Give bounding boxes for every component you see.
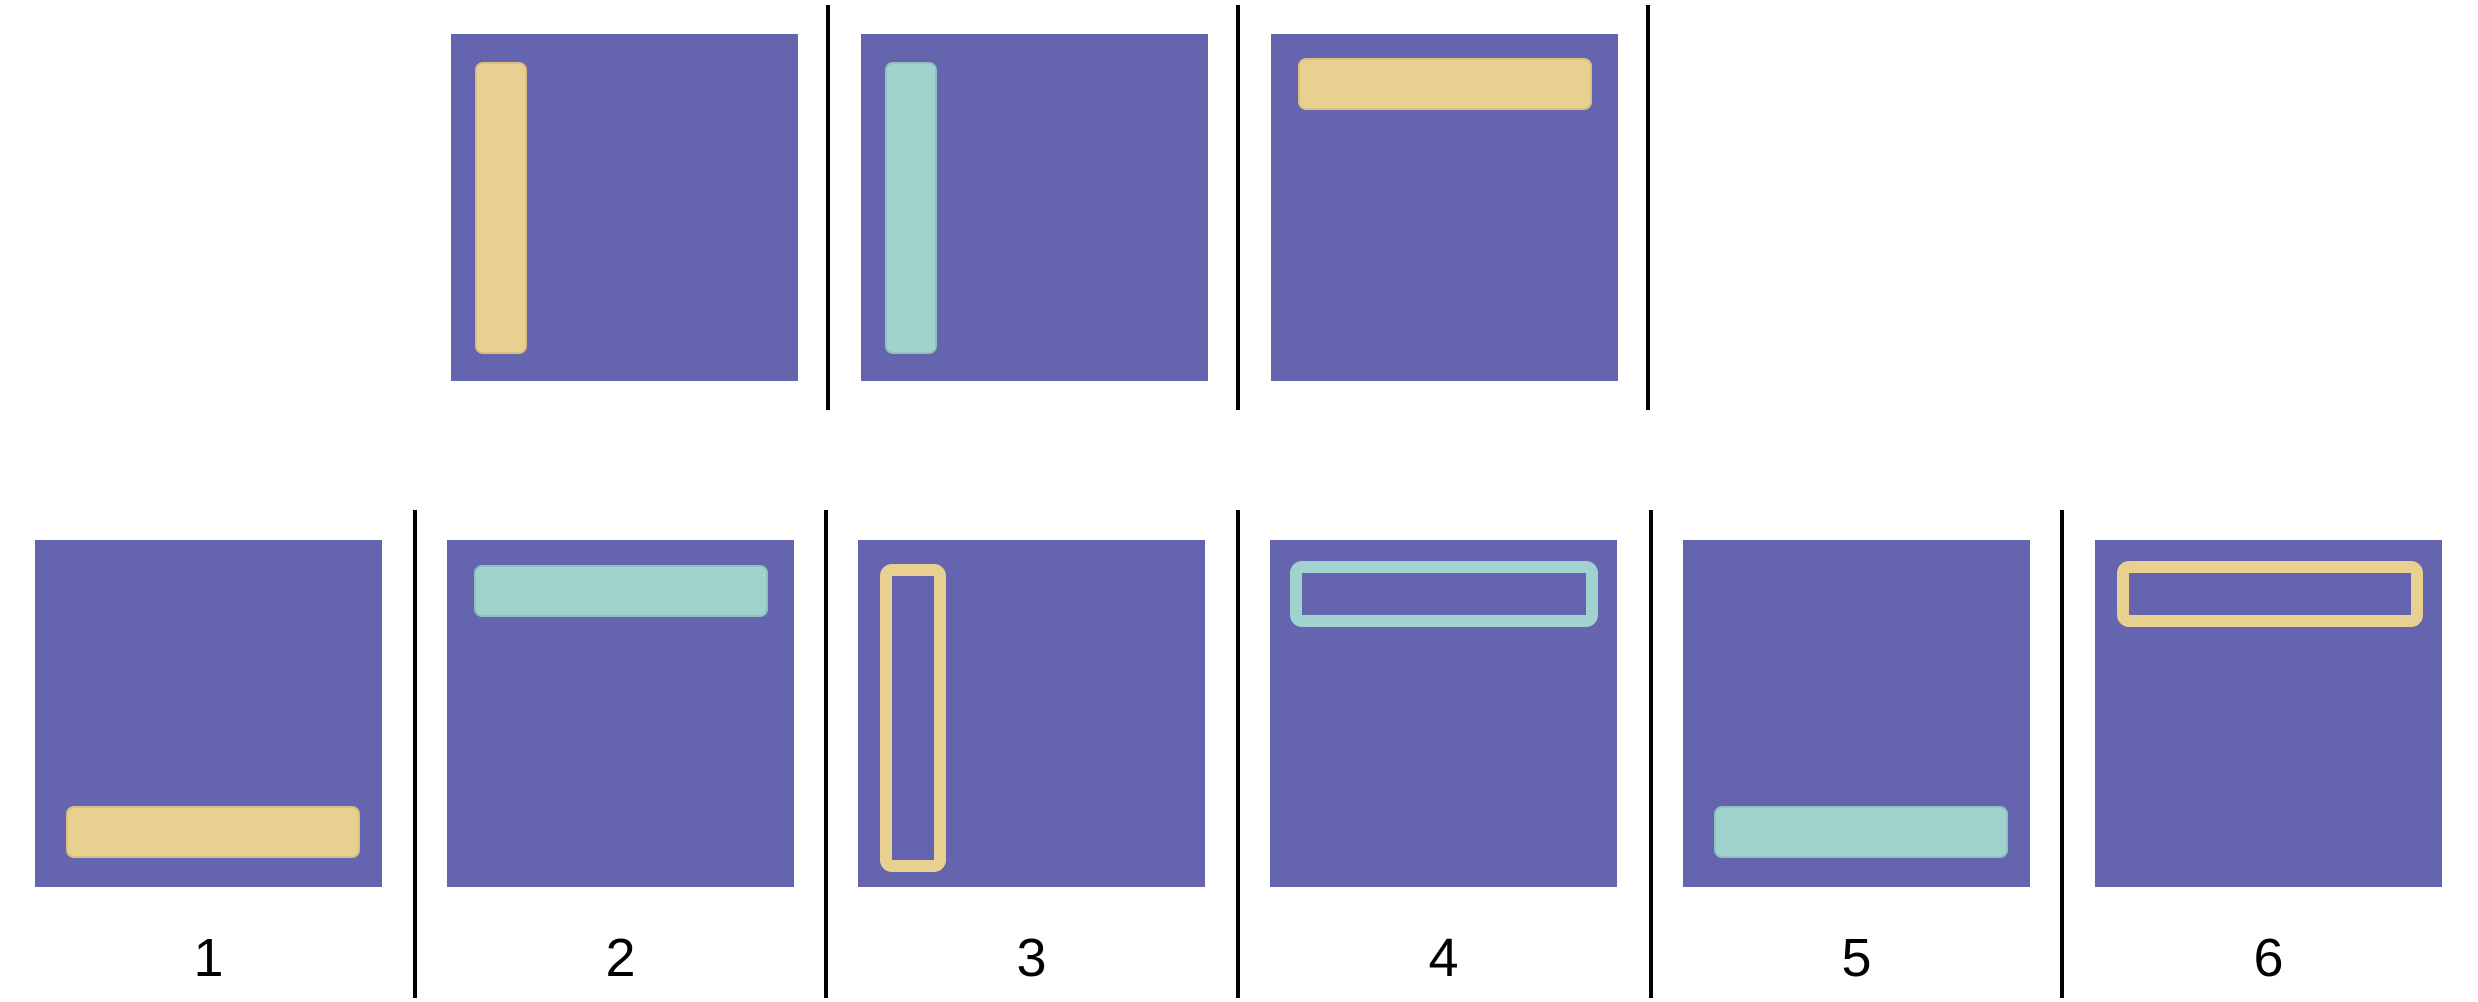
separator: [1236, 5, 1240, 410]
yellow-outline-horizontal-bar: [2117, 561, 2423, 627]
option-panel-6[interactable]: [2095, 540, 2442, 887]
sequence-panel-3: [1271, 34, 1618, 381]
separator: [413, 510, 417, 998]
option-label-2: 2: [605, 928, 636, 988]
option-label-4: 4: [1428, 928, 1459, 988]
separator: [2060, 510, 2064, 998]
option-panel-3[interactable]: [858, 540, 1205, 887]
option-label-6: 6: [2253, 928, 2284, 988]
option-label-3: 3: [1016, 928, 1047, 988]
option-panel-4[interactable]: [1270, 540, 1617, 887]
separator: [826, 5, 830, 410]
option-label-1: 1: [193, 928, 224, 988]
option-panel-1[interactable]: [35, 540, 382, 887]
teal-vertical-bar: [885, 62, 937, 354]
teal-outline-horizontal-bar: [1290, 561, 1598, 627]
option-label-5: 5: [1841, 928, 1872, 988]
option-panel-2[interactable]: [447, 540, 794, 887]
sequence-panel-1: [451, 34, 798, 381]
separator: [1236, 510, 1240, 998]
yellow-outline-vertical-bar: [880, 564, 946, 872]
separator: [824, 510, 828, 998]
teal-horizontal-bar: [474, 565, 768, 617]
separator: [1649, 510, 1653, 998]
separator: [1646, 5, 1650, 410]
teal-horizontal-bar: [1714, 806, 2008, 858]
sequence-panel-2: [861, 34, 1208, 381]
yellow-vertical-bar: [475, 62, 527, 354]
yellow-horizontal-bar: [1298, 58, 1592, 110]
option-panel-5[interactable]: [1683, 540, 2030, 887]
yellow-horizontal-bar: [66, 806, 360, 858]
